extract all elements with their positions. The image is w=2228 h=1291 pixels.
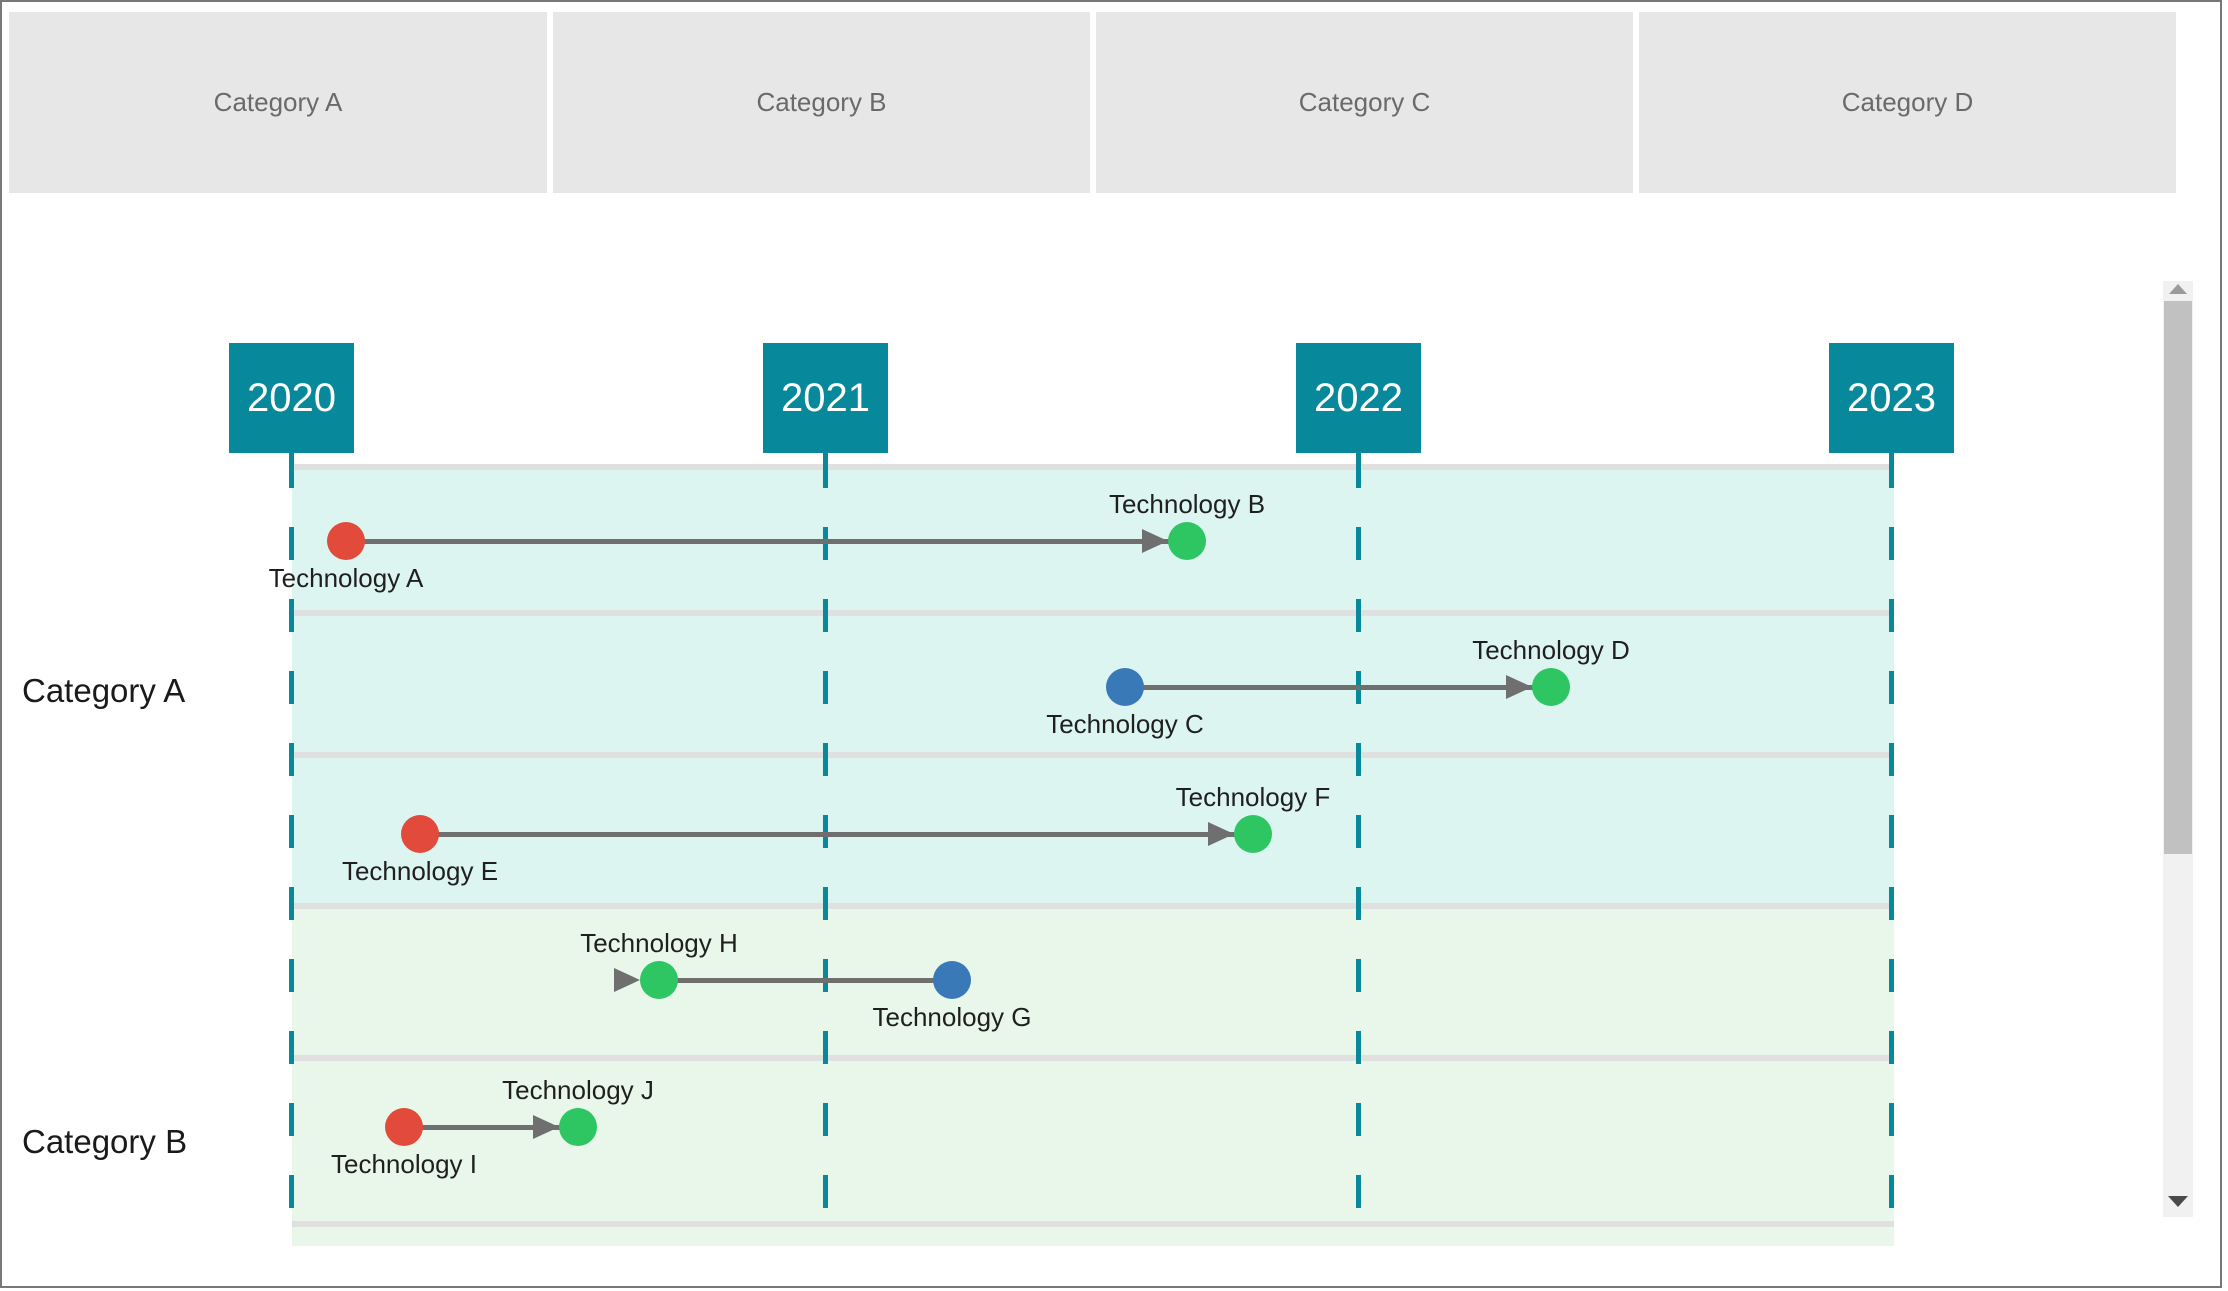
row-separator <box>292 752 1894 758</box>
year-2020-label: 2020 <box>247 375 336 420</box>
milestone-label: Technology F <box>1175 782 1331 812</box>
connector-line <box>1125 685 1551 690</box>
arrowhead-icon <box>533 1115 559 1139</box>
chart-top-border <box>292 464 1894 470</box>
milestone-label: Technology J <box>502 1075 654 1105</box>
lane-label-category-a: Category A <box>22 672 186 709</box>
category-header-a[interactable]: Category A <box>9 12 547 193</box>
scrollbar-up-arrow-icon[interactable] <box>2169 284 2187 294</box>
lane-boundary-separator <box>292 903 1894 909</box>
year-2020-stem <box>289 453 294 488</box>
milestone-label: Technology H <box>580 928 738 958</box>
row-separator <box>292 1055 1894 1061</box>
year-2020-gridline <box>289 488 294 1246</box>
vertical-scrollbar-thumb[interactable] <box>2164 301 2192 854</box>
row-separator <box>292 1221 1894 1227</box>
lane-category-b-band <box>292 909 1894 1246</box>
year-2023-label: 2023 <box>1847 375 1936 420</box>
category-header-c-label: Category C <box>1298 87 1431 117</box>
milestone-label: Technology B <box>1108 489 1266 519</box>
category-header-b[interactable]: Category B <box>553 12 1090 193</box>
milestone-label: Technology C <box>1046 709 1204 739</box>
year-2022-gridline <box>1356 488 1361 1246</box>
milestone-dot-technology-a[interactable] <box>327 522 365 560</box>
year-marker-2021: 2021 <box>763 343 888 453</box>
year-2023-gridline <box>1889 488 1894 1246</box>
connector-line <box>404 1125 578 1130</box>
category-header-a-label: Category A <box>213 87 343 117</box>
milestone-dot-technology-i[interactable] <box>385 1108 423 1146</box>
milestone-dot-technology-f[interactable] <box>1234 815 1272 853</box>
milestone-label: Technology I <box>331 1149 477 1179</box>
year-marker-2020: 2020 <box>229 343 354 453</box>
year-2021-label: 2021 <box>781 375 870 420</box>
year-2021-stem <box>823 453 828 488</box>
milestone-dot-technology-d[interactable] <box>1532 668 1570 706</box>
milestone-dot-technology-g[interactable] <box>933 961 971 999</box>
year-2022-label: 2022 <box>1314 375 1403 420</box>
category-header-b-label: Category B <box>756 87 887 117</box>
row-separator <box>292 610 1894 616</box>
year-marker-2022: 2022 <box>1296 343 1421 453</box>
lane-label-category-b: Category B <box>22 1123 188 1160</box>
category-header-d[interactable]: Category D <box>1639 12 2176 193</box>
lane-category-a-band <box>292 470 1894 903</box>
arrowhead-icon <box>1142 529 1168 553</box>
year-marker-2023: 2023 <box>1829 343 1954 453</box>
category-header-c[interactable]: Category C <box>1096 12 1633 193</box>
milestone-label: Technology D <box>1472 635 1630 665</box>
milestone-dot-technology-j[interactable] <box>559 1108 597 1146</box>
connector-line <box>346 539 1187 544</box>
scrollbar-down-arrow-icon[interactable] <box>2168 1196 2188 1207</box>
arrowhead-icon <box>1208 822 1234 846</box>
category-header-d-label: Category D <box>1841 87 1974 117</box>
year-2022-stem <box>1356 453 1361 488</box>
milestone-label: Technology A <box>268 563 424 593</box>
year-2023-stem <box>1889 453 1894 488</box>
connector-line <box>420 832 1253 837</box>
milestone-label: Technology G <box>872 1002 1032 1032</box>
milestone-dot-technology-e[interactable] <box>401 815 439 853</box>
arrowhead-icon <box>614 968 640 992</box>
connector-line <box>659 978 952 983</box>
milestone-dot-technology-c[interactable] <box>1106 668 1144 706</box>
arrowhead-icon <box>1506 675 1532 699</box>
milestone-label: Technology E <box>341 856 499 886</box>
year-2021-gridline <box>823 488 828 1246</box>
milestone-dot-technology-h[interactable] <box>640 961 678 999</box>
milestone-dot-technology-b[interactable] <box>1168 522 1206 560</box>
